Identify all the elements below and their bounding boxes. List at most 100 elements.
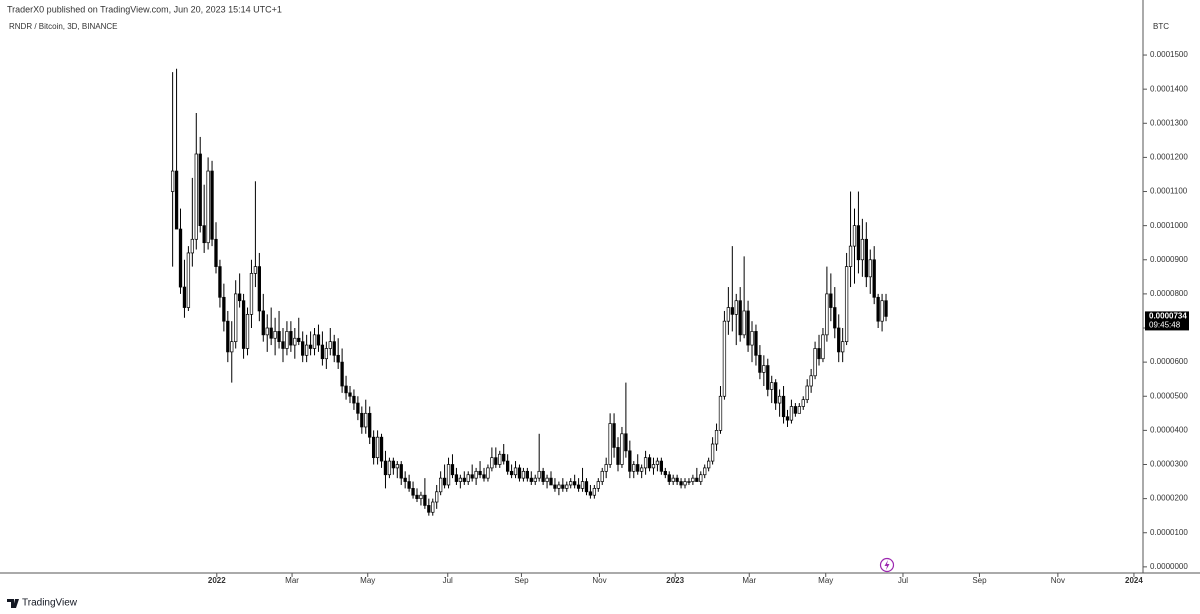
candle-body — [671, 477, 675, 482]
candle-body — [663, 470, 667, 476]
candle-body — [754, 331, 758, 356]
candle-body — [774, 382, 778, 404]
candle-body — [395, 464, 399, 469]
last-price-label: 0.0000734 — [1149, 312, 1187, 321]
y-tick-label: 0.0000600 — [1150, 357, 1188, 366]
candle-body — [640, 467, 644, 472]
candle-body — [234, 293, 238, 343]
candle-body — [494, 457, 498, 465]
candle-body — [371, 436, 376, 459]
candle-body — [308, 344, 313, 349]
candle-body — [584, 481, 589, 493]
candle-body — [245, 314, 250, 349]
candle-body — [375, 436, 380, 459]
x-tick-label: May — [360, 576, 375, 585]
candle-body — [462, 477, 466, 482]
candle-body — [766, 365, 770, 390]
candle-body — [864, 238, 868, 278]
candle-body — [399, 464, 403, 479]
candle-body — [837, 327, 841, 353]
x-tick-label: 2024 — [1125, 576, 1143, 585]
candle-body — [482, 474, 486, 479]
candle-body — [600, 470, 604, 482]
candle-body — [533, 477, 537, 482]
candle-body — [194, 153, 198, 240]
event-bolt[interactable] — [884, 560, 890, 570]
candle-body — [576, 484, 581, 489]
y-tick-label: 0.0000200 — [1150, 494, 1188, 503]
candle-body — [726, 307, 731, 322]
candle-body — [364, 412, 368, 428]
candle-body — [383, 460, 388, 476]
candle-body — [557, 484, 561, 489]
candle-body — [880, 300, 884, 322]
x-tick-label: 2022 — [208, 576, 226, 585]
candle-body — [809, 375, 813, 387]
y-tick-label: 0.0000300 — [1150, 460, 1188, 469]
candle-body — [269, 327, 273, 339]
candle-body — [249, 273, 254, 315]
x-tick-label: Mar — [742, 576, 756, 585]
candle-body — [699, 474, 703, 482]
event-icon[interactable] — [879, 557, 895, 573]
candle-body — [202, 225, 206, 244]
candle-body — [636, 464, 640, 472]
candle-body — [620, 433, 624, 465]
candle-body — [336, 354, 340, 363]
x-tick-label: Nov — [1051, 576, 1065, 585]
candle-body — [505, 460, 510, 472]
candle-body — [683, 481, 687, 486]
candle-body — [316, 334, 321, 346]
y-tick-label: 0.0001300 — [1150, 118, 1188, 127]
candle-body — [431, 501, 435, 513]
candle-body — [746, 310, 750, 346]
candle-body — [419, 494, 423, 499]
candle-body — [825, 293, 829, 336]
candle-body — [789, 406, 794, 421]
candle-body — [844, 266, 849, 343]
candle-body — [411, 488, 415, 496]
candle-body — [777, 395, 782, 404]
candle-body — [529, 477, 533, 482]
candle-body — [537, 470, 541, 479]
candle-body — [793, 406, 798, 414]
candle-body — [289, 331, 293, 346]
candle-body — [241, 300, 246, 349]
candle-body — [651, 464, 656, 469]
candle-body — [297, 337, 301, 343]
candle-body — [182, 286, 187, 308]
candle-body — [498, 453, 502, 465]
candle-body — [813, 348, 817, 377]
candle-body — [438, 477, 443, 493]
candle-body — [265, 327, 269, 336]
candle-body — [379, 436, 384, 462]
candle-body — [214, 238, 218, 267]
y-tick-label: 0.0000500 — [1150, 391, 1188, 400]
x-tick-label: Sep — [972, 576, 987, 585]
candle-body — [281, 341, 285, 349]
candle-body — [450, 464, 455, 476]
candle-body — [730, 307, 734, 315]
candle-body — [446, 464, 451, 486]
candle-body — [848, 245, 853, 267]
candle-body — [502, 453, 506, 462]
y-unit: BTC — [1153, 22, 1169, 31]
candle-body — [643, 457, 648, 469]
candle-body — [868, 259, 872, 278]
candle-body — [261, 310, 265, 336]
candle-body — [624, 433, 628, 452]
candle-body — [174, 170, 179, 230]
candle-body — [237, 293, 242, 302]
x-tick-label: 2023 — [666, 576, 684, 585]
candle-body — [328, 341, 332, 349]
candle-body — [628, 450, 632, 472]
candle-body — [521, 470, 526, 479]
candle-body — [340, 361, 344, 387]
candle-body — [391, 460, 395, 469]
candle-body — [356, 402, 360, 414]
candle-body — [580, 481, 585, 489]
candle-body — [762, 365, 766, 373]
candle-body — [714, 430, 719, 445]
candle-body — [734, 300, 738, 315]
